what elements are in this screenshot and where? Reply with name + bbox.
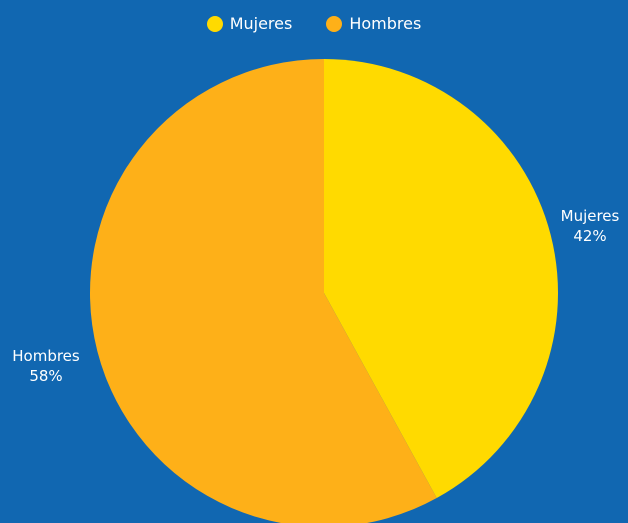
slice-label-hombres: Hombres (12, 347, 80, 365)
pie-slice-mujeres[interactable] (324, 59, 559, 499)
slice-value-hombres: 58% (29, 367, 62, 385)
legend-label-mujeres: Mujeres (229, 14, 293, 33)
slice-label-mujeres: Mujeres (561, 207, 620, 225)
chart-legend: Mujeres Hombres (0, 14, 628, 34)
legend-item-mujeres[interactable]: Mujeres (206, 14, 293, 34)
pie-slice-hombres[interactable] (90, 59, 437, 523)
legend-swatch-hombres (326, 16, 343, 32)
slice-value-mujeres: 42% (573, 227, 606, 245)
legend-item-hombres[interactable]: Hombres (326, 14, 421, 34)
legend-swatch-mujeres (206, 16, 223, 32)
legend-label-hombres: Hombres (349, 14, 422, 33)
